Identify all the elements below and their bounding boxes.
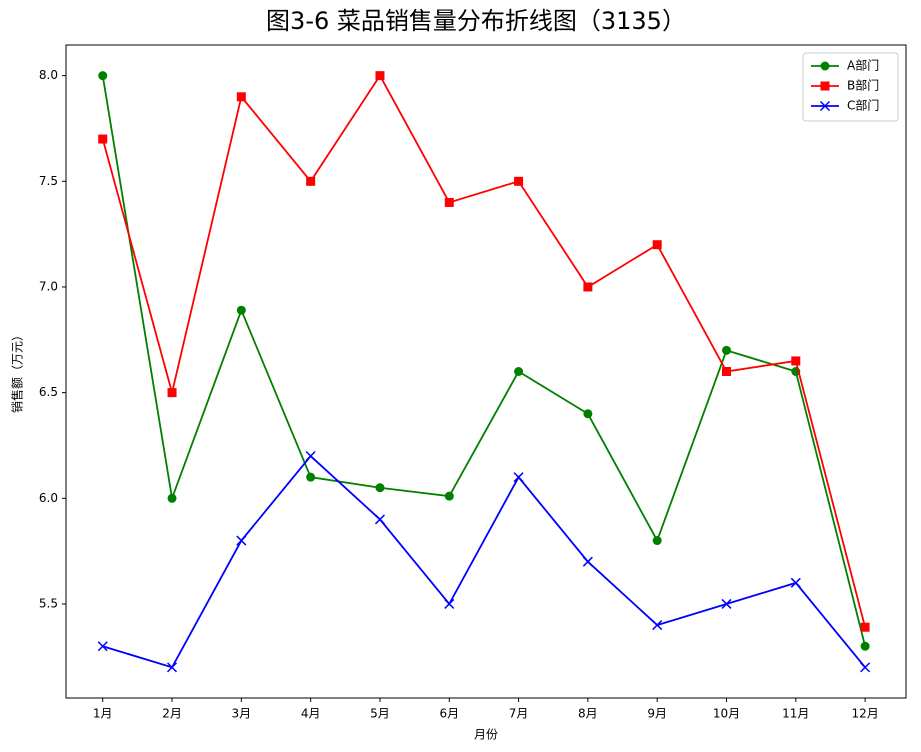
data-point [306,176,316,186]
data-point [791,356,801,366]
data-point [721,345,731,355]
y-tick-label: 7.5 [39,174,58,188]
legend-label: A部门 [847,58,879,73]
series-line [102,454,866,669]
x-tick-label: 1月 [93,707,113,721]
y-tick-label: 8.0 [39,68,58,82]
data-point [652,536,662,546]
data-point [652,240,662,250]
data-point [236,92,246,102]
series-line [101,73,866,628]
data-point [721,598,732,609]
data-point [514,367,524,376]
data-point [375,71,385,81]
data-point [583,409,593,419]
y-tick-label: 5.5 [39,596,58,610]
data-point [167,388,177,398]
data-point [444,598,455,609]
legend-marker [819,100,831,112]
y-tick-label: 7.0 [39,279,58,293]
x-axis-label: 月份 [474,728,498,742]
chart-title: 图3-6 菜品销售量分布折线图（3135） [266,7,686,35]
x-tick-label: 4月 [301,707,321,721]
data-point [514,176,524,186]
data-point [236,305,246,315]
legend-marker [820,81,830,91]
series-line [101,75,866,647]
x-tick-label: 7月 [509,707,529,721]
data-point [721,367,731,376]
data-point [513,472,524,483]
data-point [583,282,593,292]
plot-frame [65,44,907,699]
data-point [860,662,871,673]
data-point [305,451,316,462]
data-point [444,197,454,207]
data-point [374,514,385,525]
data-point [98,134,108,144]
x-tick-label: 2月 [162,707,182,721]
x-tick-label: 8月 [578,707,598,721]
y-tick-label: 6.5 [39,385,58,399]
x-tick-label: 3月 [232,707,252,721]
data-point [860,622,870,632]
x-tick-label: 6月 [439,707,459,721]
data-point [97,641,108,652]
y-axis-label: 销售额（万元） [10,329,25,413]
data-point [652,620,663,631]
x-tick-label: 12月 [851,707,878,721]
data-point [167,493,177,503]
data-point [790,577,801,588]
data-point [236,535,247,546]
x-tick-label: 5月 [370,707,390,721]
data-point [375,483,385,493]
x-tick-label: 10月 [713,707,740,721]
y-tick-label: 6.0 [39,491,58,505]
data-point [306,472,316,482]
data-point [98,71,108,81]
x-tick-label: 9月 [647,707,667,721]
data-point [444,491,454,501]
legend-marker [820,61,830,71]
legend-label: B部门 [847,78,879,93]
data-point [582,556,593,567]
data-point [860,641,870,651]
legend-label: C部门 [847,98,879,113]
x-tick-label: 11月 [782,707,809,721]
data-point [167,662,178,673]
